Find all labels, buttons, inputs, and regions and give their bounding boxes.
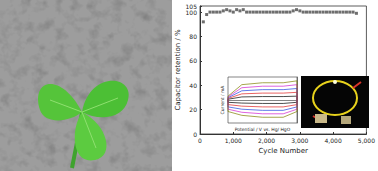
svg-text:Potential / V vs. Hg/ HgO: Potential / V vs. Hg/ HgO [235,127,291,132]
svg-text:Current / mA: Current / mA [220,85,225,115]
svg-text:40: 40 [189,82,197,89]
svg-text:5,000: 5,000 [358,137,375,144]
svg-text:60: 60 [189,57,197,64]
svg-text:4,000: 4,000 [325,137,342,144]
svg-text:20: 20 [189,106,197,113]
svg-text:0: 0 [193,131,197,138]
svg-text:2,000: 2,000 [258,137,275,144]
svg-text:Cycle Number: Cycle Number [258,147,308,155]
svg-text:3,000: 3,000 [291,137,308,144]
svg-text:0: 0 [198,137,202,144]
svg-text:100: 100 [186,9,198,16]
svg-text:80: 80 [189,33,197,40]
svg-text:105: 105 [186,3,198,10]
svg-text:1,000: 1,000 [225,137,242,144]
svg-text:Capacitor retention / %: Capacitor retention / % [174,29,182,111]
